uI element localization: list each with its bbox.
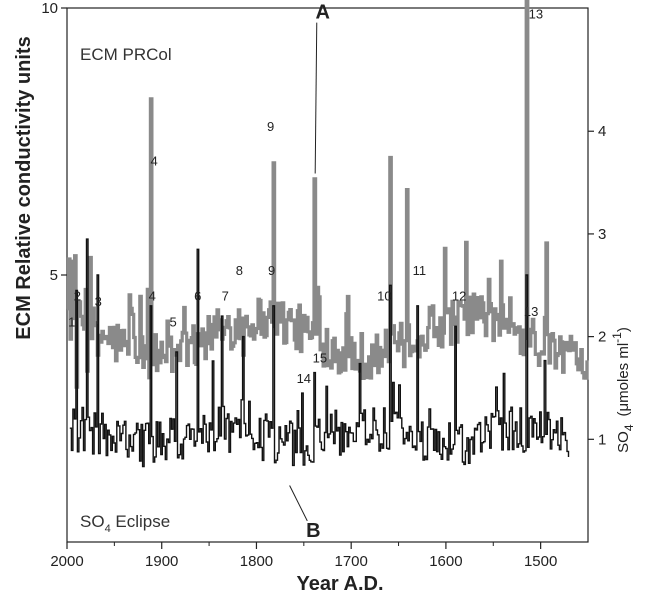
x-tick-label: 1900	[145, 553, 178, 570]
right-tick-label: 4	[598, 123, 606, 140]
event-label: 13	[524, 304, 538, 319]
right-tick-label: 2	[598, 329, 606, 346]
left-tick-label: 10	[41, 0, 58, 17]
marker-pointer	[289, 485, 308, 522]
x-axis-title: Year A.D.	[296, 573, 383, 595]
right-tick-label: 1	[598, 431, 606, 448]
right-axis-title: SO4 (μmoles ml-1)	[610, 327, 636, 453]
event-label: 10	[377, 289, 391, 304]
right-axis-title-units-sup: -1	[610, 332, 624, 343]
ecm-series-line	[66, 0, 589, 389]
event-label: 4	[149, 289, 156, 304]
right-axis-title-units: (μmoles ml	[615, 343, 632, 417]
series-label-so4-base: SO	[80, 512, 105, 531]
left-axis-title: ECM Relative conductivity units	[13, 36, 35, 339]
event-label: 14	[297, 371, 311, 386]
event-label: 8	[236, 263, 243, 278]
x-tick-label: 1600	[429, 553, 462, 570]
marker-pointer	[314, 22, 318, 174]
event-label: 7	[222, 289, 229, 304]
marker-b: B	[306, 520, 320, 542]
event-label: 13	[529, 7, 543, 22]
x-tick-label: 2000	[50, 553, 83, 570]
event-label: 5	[169, 314, 176, 329]
so4-series-line	[69, 238, 570, 468]
right-axis-title-sub: 4	[622, 424, 636, 431]
event-label: 9	[268, 263, 275, 278]
event-label: 9	[267, 119, 274, 134]
series-label-so4-sub: 4	[105, 523, 111, 535]
series-label-ecm: ECM PRCol	[80, 45, 172, 64]
event-label: 6	[194, 289, 201, 304]
event-label: 11	[413, 263, 427, 278]
event-label: 3	[95, 294, 102, 309]
x-tick-label: 1800	[240, 553, 273, 570]
right-tick-label: 3	[598, 226, 606, 243]
right-axis-title-units-close: )	[615, 327, 632, 332]
series-layer	[66, 0, 589, 468]
left-tick-label: 5	[50, 267, 58, 284]
event-label: 2	[74, 289, 81, 304]
marker-a: A	[316, 2, 330, 24]
event-label: 4	[151, 154, 158, 169]
x-tick-label: 1500	[524, 553, 557, 570]
event-label: 1	[68, 314, 75, 329]
series-label-so4: SO4 Eclipse	[80, 512, 170, 535]
plot-frame	[66, 7, 589, 543]
series-label-so4-rest: Eclipse	[111, 512, 171, 531]
right-axis-title-base: SO	[615, 431, 632, 453]
event-label: 12	[452, 289, 466, 304]
event-label: 15	[313, 350, 327, 365]
x-tick-label: 1700	[334, 553, 367, 570]
